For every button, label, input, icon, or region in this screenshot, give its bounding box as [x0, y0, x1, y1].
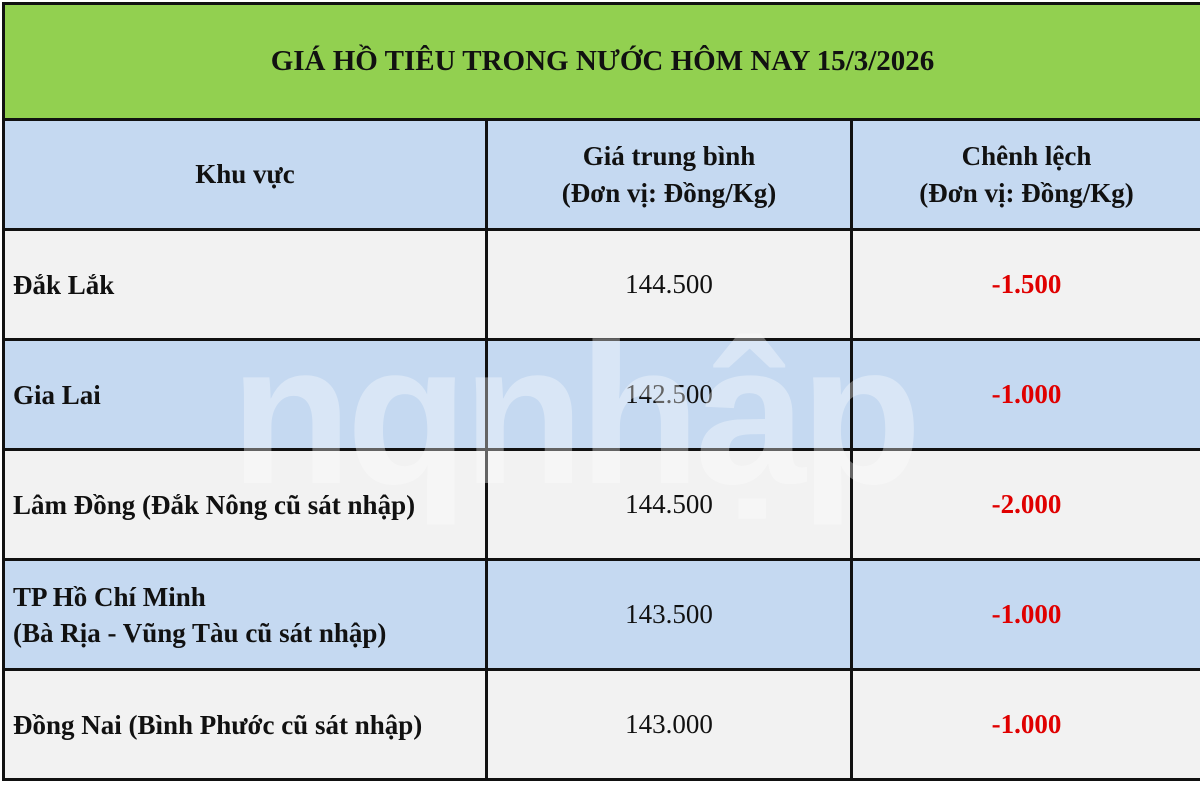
table-row: Gia Lai 142.500 -1.000 [2, 338, 1200, 451]
price-cell: 144.500 [485, 228, 853, 341]
price-cell: 143.000 [485, 668, 853, 781]
region-cell: TP Hồ Chí Minh (Bà Rịa - Vũng Tàu cũ sát … [2, 558, 488, 671]
region-cell: Đồng Nai (Bình Phước cũ sát nhập) [2, 668, 488, 781]
header-diff-unit: (Đơn vị: Đồng/Kg) [919, 177, 1134, 208]
header-price: Giá trung bình (Đơn vị: Đồng/Kg) [485, 118, 853, 231]
region-cell: Lâm Đồng (Đắk Nông cũ sát nhập) [2, 448, 488, 561]
table-row: Đồng Nai (Bình Phước cũ sát nhập) 143.00… [2, 668, 1200, 781]
price-cell: 142.500 [485, 338, 853, 451]
header-price-label: Giá trung bình [582, 140, 756, 171]
header-diff-label: Chênh lệch [961, 140, 1092, 171]
diff-cell: -1.000 [849, 338, 1200, 451]
header-price-unit: (Đơn vị: Đồng/Kg) [561, 177, 777, 208]
diff-cell: -1.500 [849, 228, 1200, 341]
region-cell: Gia Lai [2, 338, 488, 451]
table-row: Lâm Đồng (Đắk Nông cũ sát nhập) 144.500 … [2, 448, 1200, 561]
diff-cell: -1.000 [849, 668, 1200, 781]
pepper-price-table: GIÁ HỒ TIÊU TRONG NƯỚC HÔM NAY 15/3/2026… [1, 2, 1200, 781]
region-note: (Bà Rịa - Vũng Tàu cũ sát nhập) [13, 617, 387, 648]
table-title: GIÁ HỒ TIÊU TRONG NƯỚC HÔM NAY 15/3/2026 [1, 2, 1200, 121]
price-cell: 143.500 [485, 558, 853, 671]
region-name: Đắk Lắk [13, 269, 115, 300]
diff-cell: -1.000 [849, 558, 1200, 671]
header-row: Khu vực Giá trung bình (Đơn vị: Đồng/Kg) … [2, 118, 1200, 231]
header-diff: Chênh lệch (Đơn vị: Đồng/Kg) [849, 118, 1200, 231]
region-name: TP Hồ Chí Minh [13, 581, 206, 612]
region-name: Lâm Đồng (Đắk Nông cũ sát nhập) [13, 489, 416, 520]
region-cell: Đắk Lắk [2, 228, 488, 341]
table-row: Đắk Lắk 144.500 -1.500 [2, 228, 1200, 341]
header-region: Khu vực [2, 118, 488, 231]
table-row: TP Hồ Chí Minh (Bà Rịa - Vũng Tàu cũ sát … [2, 558, 1200, 671]
diff-cell: -2.000 [849, 448, 1200, 561]
price-cell: 144.500 [485, 448, 853, 561]
region-name: Gia Lai [13, 379, 101, 410]
region-name: Đồng Nai (Bình Phước cũ sát nhập) [13, 709, 423, 740]
